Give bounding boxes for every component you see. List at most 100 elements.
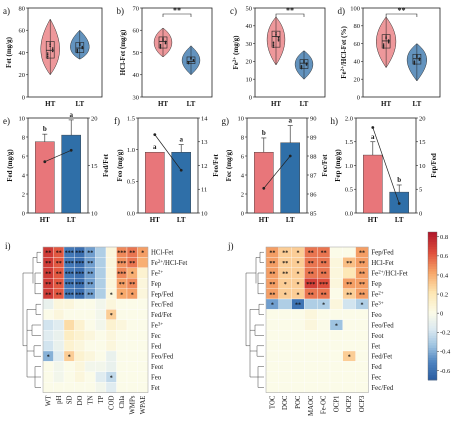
heatmap-cell bbox=[74, 350, 86, 362]
heatmap-cell bbox=[355, 350, 369, 362]
significance-stars: ** bbox=[45, 251, 51, 257]
heatmap-cell bbox=[329, 267, 343, 279]
significance-stars: *** bbox=[117, 261, 126, 267]
heatmap-cell bbox=[53, 319, 65, 331]
heatmap-cell bbox=[355, 340, 369, 352]
colorbar-segment bbox=[428, 286, 437, 290]
data-point-HT bbox=[159, 45, 162, 47]
heatmap-cell bbox=[278, 382, 292, 393]
box-HT bbox=[45, 41, 55, 59]
colorbar-segment bbox=[428, 323, 437, 327]
significance-stars: ** bbox=[56, 272, 62, 278]
heatmap-cell bbox=[63, 340, 75, 352]
colorbar-segment bbox=[428, 313, 437, 317]
significance-stars: ** bbox=[56, 261, 62, 267]
heatmap-cell bbox=[278, 361, 292, 372]
heatmap-cell bbox=[95, 257, 107, 268]
heatmap-cell bbox=[42, 382, 54, 393]
heatmap-cell bbox=[42, 330, 54, 341]
heatmap-cell bbox=[53, 340, 65, 352]
significance-stars: ** bbox=[56, 292, 62, 298]
y2-axis-label: Fep/Fed bbox=[430, 153, 438, 178]
column-label: DOC bbox=[282, 395, 289, 410]
heatmap-cell bbox=[63, 298, 75, 310]
heatmap-cell bbox=[95, 350, 107, 362]
y-tick-label-c: 40 bbox=[246, 23, 253, 30]
row-label: Fe2+ bbox=[151, 270, 163, 278]
y-tick-label-f: 0.0 bbox=[127, 210, 135, 217]
data-point-HT bbox=[159, 46, 162, 48]
y-tick-label-e: 6 bbox=[22, 153, 26, 160]
heatmap-cell bbox=[291, 319, 305, 331]
heatmap-cell bbox=[116, 361, 128, 372]
colorbar-segment bbox=[428, 345, 437, 349]
heatmap-cell bbox=[329, 298, 343, 310]
colorbar-segment bbox=[428, 266, 437, 270]
significance-stars: ** bbox=[87, 261, 93, 267]
group-letter-LT: a bbox=[69, 111, 73, 119]
y2-tick-label-h: 20 bbox=[419, 115, 426, 122]
heatmap-cell bbox=[137, 330, 149, 341]
colorbar-segment bbox=[428, 254, 437, 258]
data-point-HT bbox=[275, 31, 277, 34]
data-point-LT bbox=[418, 57, 421, 59]
data-point-HT bbox=[275, 35, 277, 37]
heatmap-cell bbox=[116, 330, 128, 341]
y2-tick-label-g: 86 bbox=[310, 191, 317, 198]
group-letter-HT: a bbox=[153, 143, 157, 151]
heatmap-cell bbox=[291, 309, 305, 320]
y-axis-label: Fe2+ (mg/g) bbox=[232, 35, 240, 70]
heatmap-cell bbox=[278, 319, 292, 331]
heatmap-cell bbox=[105, 257, 117, 268]
heatmap-cell bbox=[126, 330, 138, 341]
colorbar-segment bbox=[428, 259, 437, 262]
data-point-HT bbox=[46, 57, 49, 59]
colorbar-segment bbox=[428, 328, 437, 332]
heatmap-cell bbox=[342, 340, 356, 352]
ratio-point-LT bbox=[397, 202, 401, 205]
heatmap-cell bbox=[116, 340, 128, 352]
significance-stars: ** bbox=[269, 282, 275, 288]
ratio-point-HT bbox=[371, 126, 375, 129]
heatmap-cell bbox=[105, 246, 117, 258]
heatmap-cell bbox=[126, 382, 138, 393]
data-point-HT bbox=[49, 42, 51, 44]
heatmap-cell bbox=[355, 361, 369, 372]
column-label: TP bbox=[98, 395, 105, 403]
heatmap-cell bbox=[74, 298, 86, 310]
colorbar-segment bbox=[428, 271, 437, 275]
data-point-LT bbox=[76, 48, 79, 51]
y-tick-label-a: 60 bbox=[19, 28, 26, 35]
plot-frame-d bbox=[362, 7, 441, 98]
y-tick-label-f: 1.0 bbox=[127, 147, 135, 154]
ratio-line bbox=[44, 149, 72, 163]
data-point-HT bbox=[162, 38, 164, 40]
y-tick-label-g: 6 bbox=[241, 153, 245, 160]
column-label: DO bbox=[77, 396, 84, 406]
heatmap-cell bbox=[42, 298, 54, 310]
heatmap-cell bbox=[105, 350, 117, 362]
significance-stars: * bbox=[284, 292, 287, 298]
significance-stars: ** bbox=[321, 261, 327, 267]
heatmap-cell bbox=[53, 350, 65, 362]
row-label: Feo/Fed bbox=[151, 354, 174, 361]
heatmap-cell bbox=[95, 298, 107, 310]
significance-stars: ** bbox=[321, 251, 327, 257]
heatmap-cell bbox=[355, 309, 369, 320]
y-tick-label-a: 20 bbox=[19, 72, 26, 79]
y-axis-label: Fep (mg/g) bbox=[334, 149, 342, 182]
y-tick-label-g: 8 bbox=[241, 134, 244, 141]
heatmap-cell bbox=[126, 371, 138, 383]
heatmap-cell bbox=[317, 330, 331, 341]
significance-stars: ** bbox=[398, 6, 406, 15]
colorbar-segment bbox=[428, 343, 437, 346]
row-label: Fe2+/HCl-Fet bbox=[151, 260, 187, 268]
group-letter-HT: a bbox=[371, 133, 375, 141]
heatmap-cell bbox=[291, 350, 305, 362]
data-point-HT bbox=[164, 40, 167, 43]
significance-stars: * bbox=[297, 292, 300, 298]
row-label: Feot bbox=[151, 364, 163, 371]
heatmap-cell bbox=[342, 298, 356, 310]
heatmap-cell bbox=[329, 288, 343, 300]
significance-stars: ** bbox=[321, 292, 327, 298]
